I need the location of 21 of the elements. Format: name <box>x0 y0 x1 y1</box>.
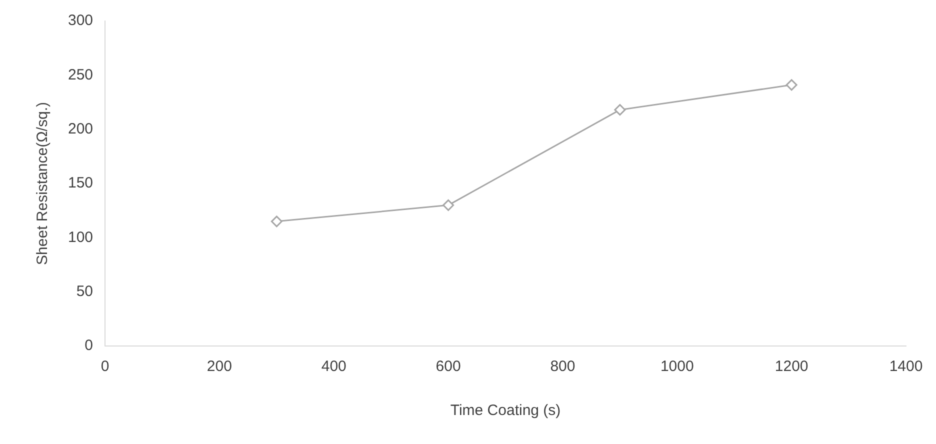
y-tick-label: 150 <box>68 174 94 192</box>
x-tick-label: 400 <box>321 358 346 376</box>
x-tick-label: 800 <box>550 358 576 376</box>
point <box>442 199 454 211</box>
x-tick-label: 1400 <box>889 358 923 376</box>
y-tick-label: 50 <box>76 282 94 300</box>
y-tick-label: 250 <box>68 66 94 84</box>
y-tick-label: 300 <box>68 12 94 30</box>
y-tick-label: 0 <box>84 337 94 354</box>
y-tick-label: 100 <box>68 228 94 246</box>
x-tick-label: 1200 <box>774 358 808 376</box>
x-tick-label: 1000 <box>660 358 694 376</box>
point <box>270 216 282 228</box>
x-tick-label: 0 <box>100 358 110 376</box>
y-axis-title: Sheet Resistance(Ω/sq.) <box>34 102 52 265</box>
x-tick-label: 200 <box>206 358 232 376</box>
x-axis-title: Time Coating (s) <box>450 402 561 420</box>
point <box>786 79 798 91</box>
point <box>614 104 626 116</box>
y-tick-label: 200 <box>68 120 94 138</box>
x-tick-label: 600 <box>436 358 461 376</box>
